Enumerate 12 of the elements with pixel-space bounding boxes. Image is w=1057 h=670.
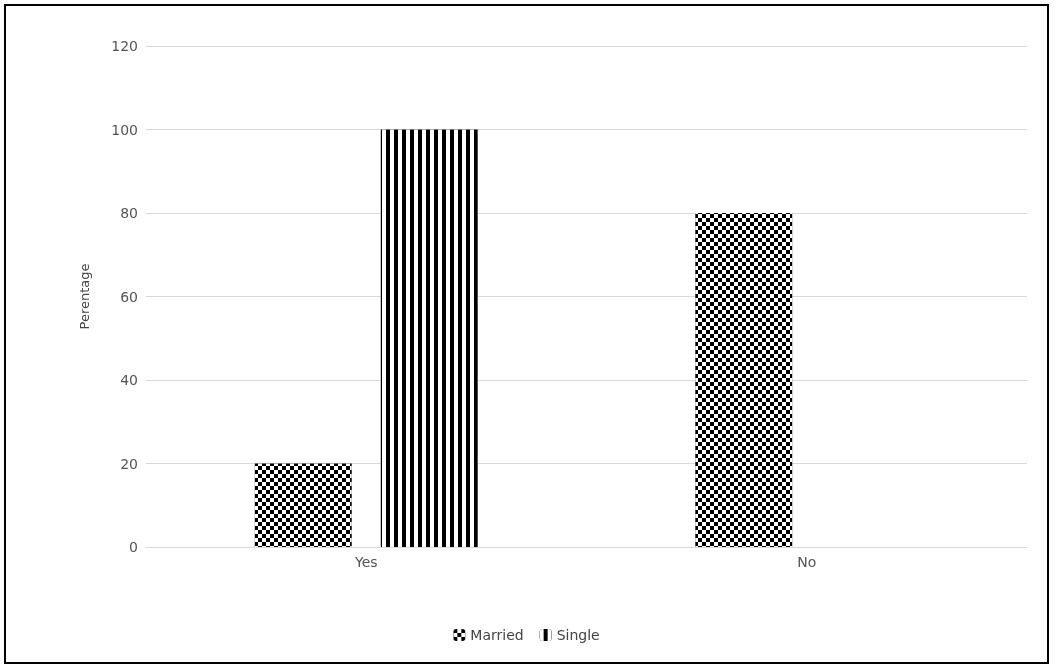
y-tick-label: 80 — [120, 205, 138, 221]
y-tick-label: 40 — [120, 372, 138, 388]
y-tick-label: 100 — [111, 121, 138, 138]
y-axis-title: Perentage — [77, 263, 92, 330]
legend-label: Single — [556, 627, 600, 643]
y-tick-label: 0 — [129, 539, 138, 555]
y-tick-label: 60 — [120, 288, 138, 305]
legend-label: Married — [470, 627, 524, 643]
y-tick-label: 20 — [120, 455, 138, 472]
x-tick-label: No — [797, 554, 817, 570]
x-tick-label: Yes — [353, 554, 378, 570]
y-tick-label: 120 — [111, 38, 138, 54]
